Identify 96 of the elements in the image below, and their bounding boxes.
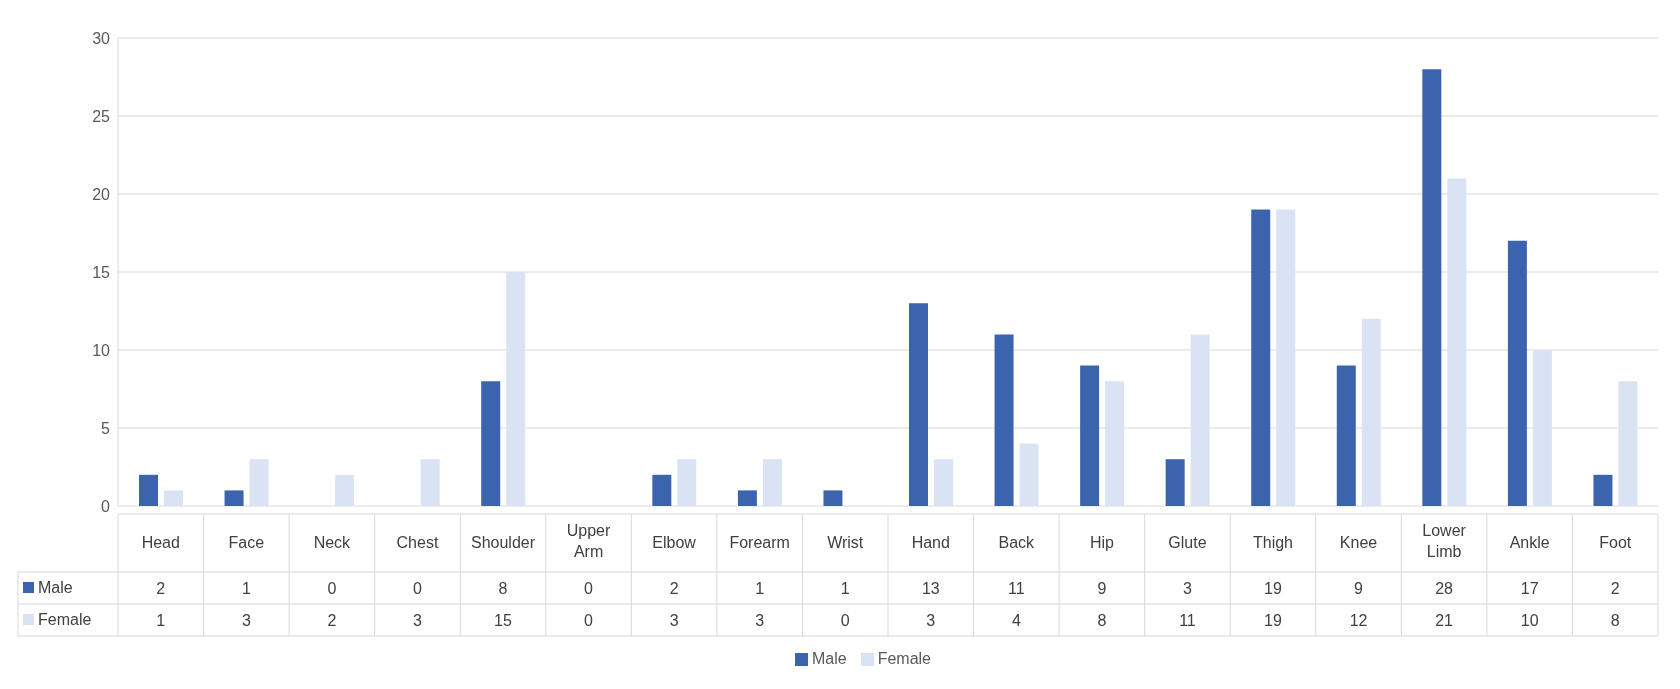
data-label: 19 bbox=[1264, 580, 1282, 597]
data-label: 10 bbox=[1520, 612, 1539, 629]
bar bbox=[224, 490, 244, 506]
bar bbox=[1618, 381, 1638, 506]
legend-label: Male bbox=[38, 579, 73, 596]
bar bbox=[652, 474, 672, 506]
data-label: 19 bbox=[1264, 612, 1282, 629]
bar bbox=[1190, 334, 1210, 506]
bar bbox=[1105, 381, 1125, 506]
data-label: 0 bbox=[584, 612, 594, 629]
data-label: 8 bbox=[498, 580, 508, 597]
data-label: 2 bbox=[327, 612, 337, 629]
data-label: 2 bbox=[1610, 580, 1620, 597]
data-label: 11 bbox=[1008, 580, 1025, 597]
bar bbox=[1422, 69, 1442, 506]
text: Female bbox=[877, 650, 932, 667]
bar bbox=[823, 490, 843, 506]
data-label: 1 bbox=[755, 580, 765, 597]
bar bbox=[139, 474, 158, 506]
x-tick-label: Thigh bbox=[1252, 534, 1294, 551]
bar bbox=[1251, 209, 1271, 506]
bar bbox=[1165, 459, 1185, 506]
bar bbox=[1532, 350, 1552, 506]
bar bbox=[1507, 240, 1527, 506]
data-label: 11 bbox=[1179, 612, 1196, 629]
y-tick-label: 10 bbox=[92, 341, 111, 359]
bar bbox=[677, 459, 697, 506]
bar bbox=[164, 490, 183, 506]
x-tick-label: Foot bbox=[1599, 534, 1632, 551]
y-tick-label: 0 bbox=[101, 497, 111, 515]
bar bbox=[1019, 443, 1039, 506]
x-tick-label: Hand bbox=[911, 534, 950, 551]
data-label: 3 bbox=[1182, 580, 1192, 597]
data-label: 12 bbox=[1349, 612, 1368, 629]
bar bbox=[909, 303, 928, 506]
bar bbox=[249, 459, 269, 506]
x-tick-label: Face bbox=[228, 534, 265, 551]
x-tick-label: Knee bbox=[1339, 534, 1378, 551]
y-tick-label: 25 bbox=[92, 107, 111, 125]
y-tick-label: 20 bbox=[92, 185, 111, 203]
bar bbox=[762, 459, 782, 506]
x-tick-label: Upper Arm bbox=[566, 522, 612, 560]
data-label: 3 bbox=[755, 612, 765, 629]
data-label: 1 bbox=[840, 580, 850, 597]
text: Male bbox=[811, 650, 847, 667]
y-tick-label: 5 bbox=[101, 419, 111, 437]
bar bbox=[994, 334, 1014, 506]
bar bbox=[335, 474, 355, 506]
bar bbox=[1080, 365, 1100, 506]
data-label: 4 bbox=[1011, 612, 1021, 629]
data-label: 0 bbox=[327, 580, 337, 597]
data-label: 15 bbox=[494, 612, 512, 629]
x-tick-label: Shoulder bbox=[470, 534, 536, 551]
data-label: 0 bbox=[412, 580, 422, 597]
data-label: 3 bbox=[241, 612, 251, 629]
data-label: 8 bbox=[1610, 612, 1620, 629]
bar bbox=[934, 459, 953, 506]
data-label: 3 bbox=[412, 612, 422, 629]
bar bbox=[1593, 474, 1613, 506]
bar bbox=[1447, 178, 1467, 506]
data-label: 3 bbox=[669, 612, 679, 629]
x-tick-label: Hip bbox=[1089, 534, 1114, 551]
x-tick-label: Forearm bbox=[729, 534, 790, 551]
data-label: 2 bbox=[156, 580, 166, 597]
bar bbox=[737, 490, 757, 506]
x-tick-label: Elbow bbox=[652, 534, 697, 551]
data-label: 9 bbox=[1354, 580, 1364, 597]
x-tick-label: Wrist bbox=[827, 534, 864, 551]
data-label: 1 bbox=[156, 612, 166, 629]
x-tick-label: Head bbox=[141, 534, 180, 551]
x-tick-label: Glute bbox=[1168, 534, 1207, 551]
legend-label: Female bbox=[38, 611, 92, 628]
y-tick-label: 15 bbox=[92, 263, 111, 281]
data-label: 17 bbox=[1520, 580, 1539, 597]
y-tick-label: 30 bbox=[92, 29, 111, 47]
bar bbox=[1361, 318, 1381, 506]
data-label: 0 bbox=[584, 580, 594, 597]
x-tick-label: Back bbox=[998, 534, 1036, 551]
bar bbox=[1336, 365, 1356, 506]
data-label: 13 bbox=[921, 580, 940, 597]
bar bbox=[506, 272, 526, 506]
x-tick-label: Ankle bbox=[1509, 534, 1550, 551]
data-label: 8 bbox=[1097, 612, 1107, 629]
x-tick-label: Neck bbox=[313, 534, 352, 551]
data-label: 28 bbox=[1435, 580, 1454, 597]
bar bbox=[481, 381, 501, 506]
data-label: 21 bbox=[1435, 612, 1454, 629]
x-tick-label: Lower Limb bbox=[1422, 522, 1467, 560]
data-label: 0 bbox=[840, 612, 850, 629]
data-label: 9 bbox=[1097, 580, 1107, 597]
bar bbox=[1276, 209, 1296, 506]
bar bbox=[420, 459, 440, 506]
data-label: 2 bbox=[669, 580, 679, 597]
data-label: 1 bbox=[241, 580, 251, 597]
x-tick-label: Chest bbox=[396, 534, 439, 551]
data-label: 3 bbox=[926, 612, 936, 629]
